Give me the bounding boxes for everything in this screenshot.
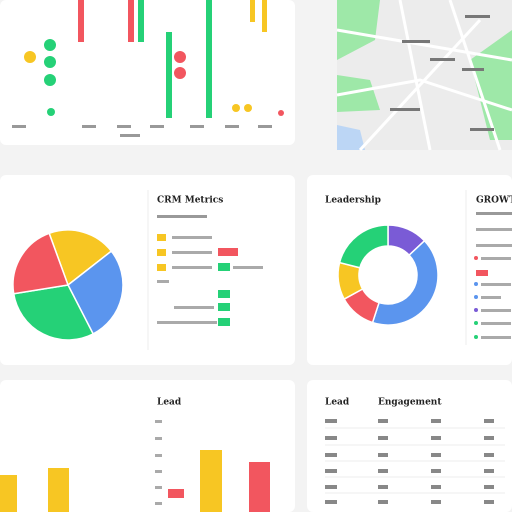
panel-title: Leadership: [325, 196, 381, 206]
slice: [338, 224, 389, 269]
slice: [371, 239, 439, 326]
slice: [67, 250, 124, 335]
axis-stubs: [155, 420, 184, 505]
slice: [48, 229, 113, 287]
panel-title: Lead: [325, 398, 350, 408]
table: [325, 419, 505, 504]
bar: [249, 462, 270, 512]
slice: [12, 232, 70, 295]
bar: [200, 450, 222, 512]
map: [336, 0, 512, 152]
top-chart: [12, 0, 284, 137]
card: [307, 380, 512, 512]
panel-title: Lead: [157, 398, 182, 408]
legend-list: [147, 190, 512, 350]
card: [307, 175, 512, 365]
panel-title: GROWTH: [476, 196, 512, 206]
card: [0, 0, 295, 145]
slice: [12, 284, 95, 341]
column-title: Engagement: [378, 398, 442, 408]
bar: [0, 475, 17, 512]
panel-title: CRM Metrics: [157, 196, 223, 206]
bar: [48, 468, 69, 512]
